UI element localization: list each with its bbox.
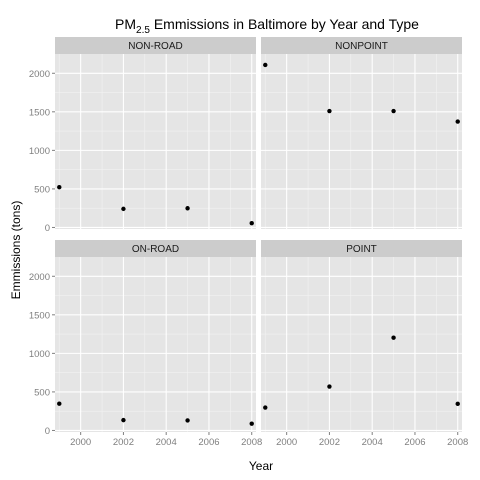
data-point <box>121 206 126 212</box>
facet-strip <box>261 37 462 54</box>
y-tick-label: 2000 <box>29 69 50 80</box>
facet-nonpoint: NONPOINT <box>261 37 462 229</box>
data-point <box>185 206 190 211</box>
data-point <box>185 418 190 423</box>
data-point <box>391 108 396 114</box>
data-point <box>121 417 126 423</box>
data-point <box>249 421 254 426</box>
x-tick-label: 2006 <box>198 437 219 448</box>
data-point <box>327 384 332 389</box>
data-point <box>57 401 62 406</box>
facet-non-road: NON-ROAD 0 500 1000 1500 2000 <box>29 37 256 234</box>
x-tick-label: 2002 <box>319 437 340 448</box>
facet-strip-label: NONPOINT <box>335 41 388 52</box>
x-axis-title: Year <box>249 459 273 473</box>
x-tick-label: 2008 <box>241 437 262 448</box>
x-tick-label: 2006 <box>404 437 425 448</box>
y-tick-label: 1000 <box>29 146 50 157</box>
facet-panel <box>55 257 256 432</box>
x-tick-label: 2000 <box>276 437 297 448</box>
data-point <box>455 401 460 407</box>
data-point <box>455 119 460 124</box>
y-axis-title: Emmissions (tons) <box>9 201 23 300</box>
x-tick-label: 2004 <box>362 437 383 448</box>
facet-grid: NON-ROAD 0 500 1000 1500 2000 NONPOINT ON-ROAD 0… <box>29 37 468 448</box>
chart-title-prefix: PM <box>115 16 136 32</box>
facet-strip <box>261 240 462 257</box>
facet-on-road: ON-ROAD 0 500 1000 1500 2000 2000 2002 2004 2006 2… <box>29 240 262 448</box>
y-tick-label: 500 <box>34 184 50 195</box>
data-point <box>263 405 268 410</box>
facet-strip-label: ON-ROAD <box>132 244 179 255</box>
facet-point: POINT 2000 2002 2004 2006 2008 <box>261 240 468 448</box>
facet-strip-label: POINT <box>346 244 377 255</box>
chart-title-subscript: 2.5 <box>136 25 150 36</box>
x-tick-label: 2000 <box>70 437 91 448</box>
facet-panel <box>261 257 462 432</box>
chart-title-suffix: Emmissions in Baltimore by Year and Type <box>150 16 419 32</box>
data-point <box>57 185 62 190</box>
y-tick-label: 1000 <box>29 349 50 360</box>
y-tick-label: 1500 <box>29 310 50 321</box>
chart-title: PM2.5 Emmissions in Baltimore by Year an… <box>115 16 419 36</box>
y-tick-label: 2000 <box>29 272 50 283</box>
facet-strip <box>55 37 256 54</box>
x-tick-label: 2008 <box>447 437 468 448</box>
facet-strip-label: NON-ROAD <box>128 41 182 52</box>
data-point <box>263 62 268 68</box>
data-point <box>249 220 254 226</box>
x-tick-label: 2002 <box>113 437 134 448</box>
y-tick-label: 500 <box>34 387 50 398</box>
data-point <box>391 335 396 340</box>
facet-panel <box>261 54 462 229</box>
y-tick-label: 1500 <box>29 107 50 118</box>
data-point <box>327 108 332 114</box>
facet-strip <box>55 240 256 257</box>
facet-panel <box>55 54 256 229</box>
y-tick-label: 0 <box>45 223 50 234</box>
y-tick-label: 0 <box>45 426 50 437</box>
x-tick-label: 2004 <box>156 437 177 448</box>
